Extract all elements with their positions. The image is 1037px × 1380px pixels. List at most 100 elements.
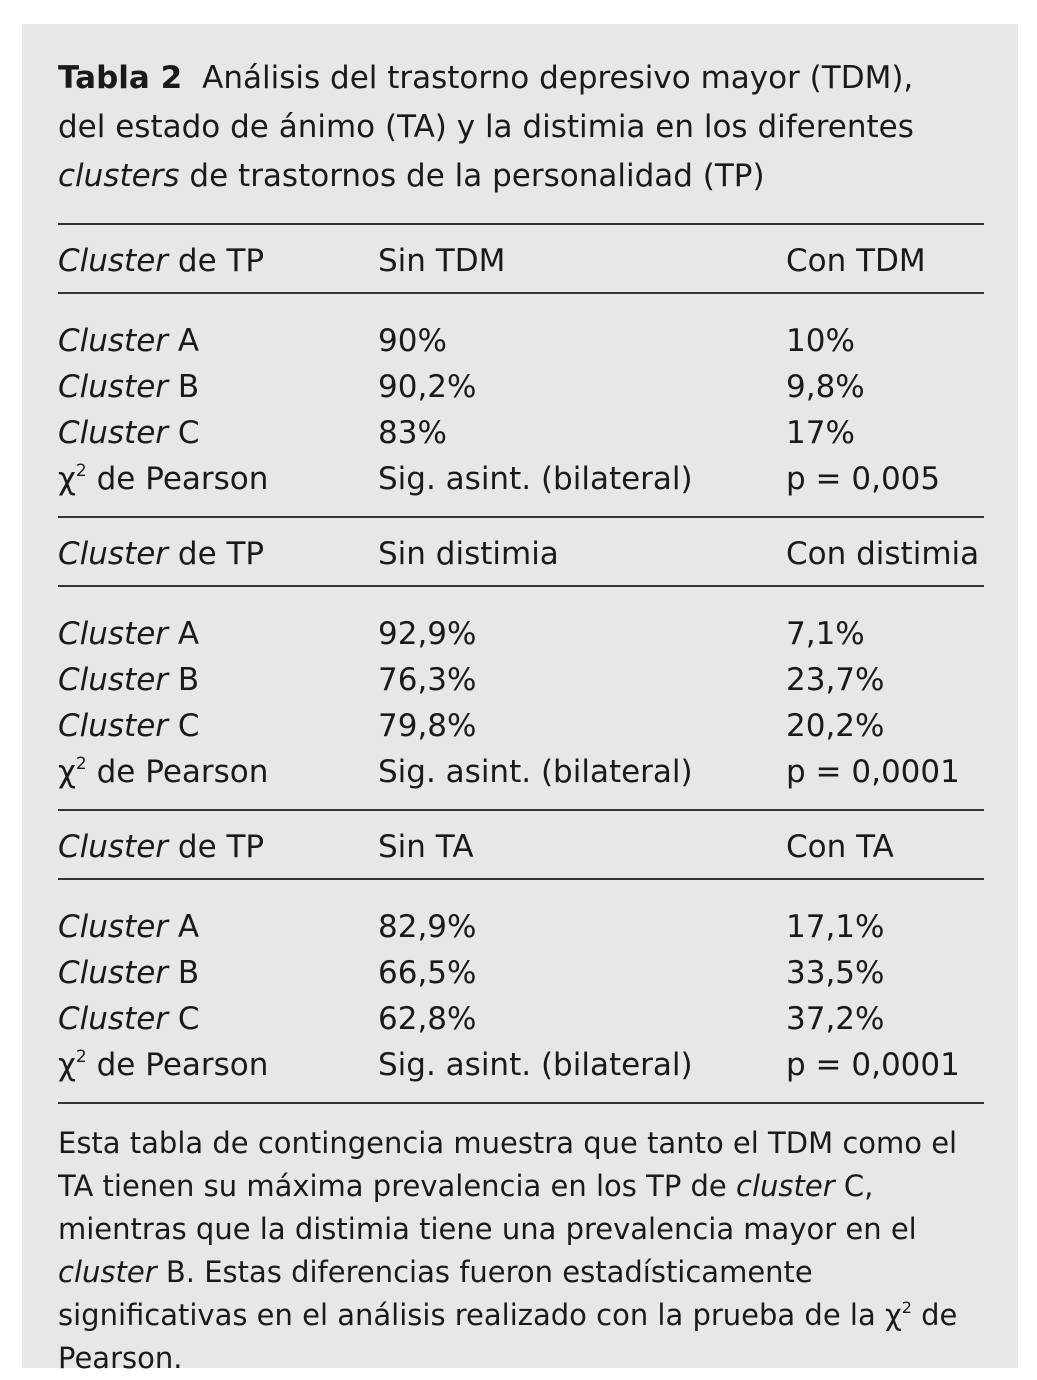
header-col-with: Con TA [786, 829, 894, 865]
header-cluster-cell: Cluster de TP [58, 811, 378, 878]
cluster-word: Cluster [58, 323, 169, 359]
cluster-suffix: de TP [168, 243, 265, 279]
chi-square-row: χ2 de Pearson Sig. asint. (bilateral) p = … [58, 456, 984, 502]
header-rule [58, 878, 984, 880]
cluster-suffix: C [168, 1001, 200, 1037]
table-row: Cluster C 79,8% 20,2% [58, 703, 984, 749]
cell-without: 82,9% [378, 909, 477, 945]
cell-without: 62,8% [378, 1001, 477, 1037]
chi-symbol: χ [58, 754, 76, 790]
header-col-with: Con distimia [786, 536, 980, 572]
cluster-word: Cluster [58, 955, 169, 991]
table-header-row: Cluster de TP Sin distimia Con distimia [58, 518, 984, 585]
row-cluster-cell: Cluster A [58, 904, 378, 950]
chi-superscript: 2 [75, 1047, 87, 1068]
cell-without: 92,9% [378, 616, 477, 652]
row-cluster-cell: Cluster B [58, 950, 378, 996]
caption-label: Tabla 2 [58, 60, 183, 96]
cell-without: 66,5% [378, 955, 477, 991]
cluster-word: Cluster [58, 616, 169, 652]
table-caption: Tabla 2 Análisis del trastorno depresivo … [58, 54, 984, 201]
table-content: Tabla 2 Análisis del trastorno depresivo … [58, 54, 984, 1380]
section-rule [58, 516, 984, 518]
cluster-suffix: C [168, 708, 200, 744]
caption-line-3: de trastornos de la personalidad (TP) [179, 158, 765, 194]
table-row: Cluster A 90% 10% [58, 318, 984, 364]
chi-superscript: 2 [75, 754, 87, 775]
cluster-word: Cluster [58, 415, 169, 451]
table-top-rule [58, 223, 984, 225]
caption-line-1: Análisis del trastorno depresivo mayor (… [202, 60, 914, 96]
cluster-word: Cluster [58, 909, 169, 945]
chi-label-cell: χ2 de Pearson [58, 456, 378, 502]
caption-line-2: del estado de ánimo (TA) y la distimia e… [58, 109, 914, 145]
row-cluster-cell: Cluster B [58, 657, 378, 703]
chi-label: de Pearson [86, 754, 269, 790]
row-spacer [58, 587, 984, 611]
row-spacer [58, 880, 984, 904]
cluster-word: Cluster [58, 369, 169, 405]
header-col-with: Con TDM [786, 243, 926, 279]
section-rule [58, 809, 984, 811]
cluster-suffix: A [168, 616, 200, 652]
cluster-suffix: C [168, 415, 200, 451]
cell-with: 33,5% [786, 955, 885, 991]
cell-with: 23,7% [786, 662, 885, 698]
cell-with: 37,2% [786, 1001, 885, 1037]
cluster-word: Cluster [58, 829, 169, 865]
row-cluster-cell: Cluster A [58, 318, 378, 364]
cluster-word: Cluster [58, 708, 169, 744]
chi-symbol: χ [58, 461, 76, 497]
p-value-cell: p = 0,0001 [786, 754, 960, 790]
chi-label: de Pearson [86, 461, 269, 497]
sig-label-cell: Sig. asint. (bilateral) [378, 461, 693, 497]
cell-with: 7,1% [786, 616, 865, 652]
chi-superscript: 2 [75, 461, 87, 482]
header-cluster-cell: Cluster de TP [58, 518, 378, 585]
cluster-suffix: B [168, 662, 200, 698]
cluster-suffix: A [168, 909, 200, 945]
cluster-suffix: de TP [168, 536, 265, 572]
sig-label-cell: Sig. asint. (bilateral) [378, 1047, 693, 1083]
header-cluster-cell: Cluster de TP [58, 225, 378, 292]
row-cluster-cell: Cluster C [58, 410, 378, 456]
p-value-cell: p = 0,005 [786, 461, 941, 497]
cluster-word: Cluster [58, 243, 169, 279]
row-spacer [58, 294, 984, 318]
cell-without: 76,3% [378, 662, 477, 698]
table-row: Cluster A 82,9% 17,1% [58, 904, 984, 950]
cluster-suffix: A [168, 323, 200, 359]
cell-without: 90,2% [378, 369, 477, 405]
cluster-word: Cluster [58, 1001, 169, 1037]
header-rule [58, 585, 984, 587]
caption-clusters-word: clusters [58, 158, 180, 194]
table-row: Cluster C 62,8% 37,2% [58, 996, 984, 1042]
cluster-word: Cluster [58, 536, 169, 572]
row-cluster-cell: Cluster C [58, 703, 378, 749]
cell-without: 79,8% [378, 708, 477, 744]
cell-with: 17% [786, 415, 855, 451]
table-panel: Tabla 2 Análisis del trastorno depresivo … [22, 24, 1018, 1375]
section-gap [58, 502, 984, 516]
table-row: Cluster B 76,3% 23,7% [58, 657, 984, 703]
cell-without: 90% [378, 323, 447, 359]
section-rule [58, 1102, 984, 1104]
table-row: Cluster C 83% 17% [58, 410, 984, 456]
table-row: Cluster B 90,2% 9,8% [58, 364, 984, 410]
table-row: Cluster A 92,9% 7,1% [58, 611, 984, 657]
row-cluster-cell: Cluster A [58, 611, 378, 657]
chi-label-cell: χ2 de Pearson [58, 749, 378, 795]
table-header-row: Cluster de TP Sin TA Con TA [58, 811, 984, 878]
chi-label-cell: χ2 de Pearson [58, 1042, 378, 1088]
header-col-without: Sin distimia [378, 536, 559, 572]
cell-with: 9,8% [786, 369, 865, 405]
table-sections: Cluster de TP Sin TDM Con TDM Cluster A 90% 1… [58, 225, 984, 1104]
sig-label-cell: Sig. asint. (bilateral) [378, 754, 693, 790]
table-footnote: Esta tabla de contingencia muestra que t… [58, 1126, 958, 1375]
chi-label: de Pearson [86, 1047, 269, 1083]
row-cluster-cell: Cluster B [58, 364, 378, 410]
cell-with: 10% [786, 323, 855, 359]
p-value-cell: p = 0,0001 [786, 1047, 960, 1083]
section-gap [58, 1088, 984, 1102]
header-col-without: Sin TDM [378, 243, 506, 279]
